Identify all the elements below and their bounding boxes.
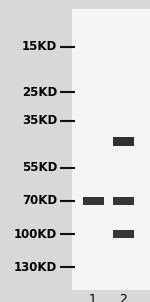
Text: 25KD: 25KD bbox=[22, 85, 57, 99]
FancyBboxPatch shape bbox=[82, 197, 103, 205]
Text: 35KD: 35KD bbox=[22, 114, 57, 127]
FancyBboxPatch shape bbox=[112, 137, 134, 146]
Text: 70KD: 70KD bbox=[22, 194, 57, 207]
Text: 130KD: 130KD bbox=[14, 261, 57, 274]
Text: 55KD: 55KD bbox=[22, 161, 57, 174]
Text: 1: 1 bbox=[89, 293, 97, 302]
Text: 100KD: 100KD bbox=[14, 227, 57, 241]
FancyBboxPatch shape bbox=[112, 197, 134, 205]
Bar bbox=[72, 9, 150, 290]
Text: 2: 2 bbox=[119, 293, 127, 302]
FancyBboxPatch shape bbox=[112, 230, 134, 238]
Text: 15KD: 15KD bbox=[22, 40, 57, 53]
